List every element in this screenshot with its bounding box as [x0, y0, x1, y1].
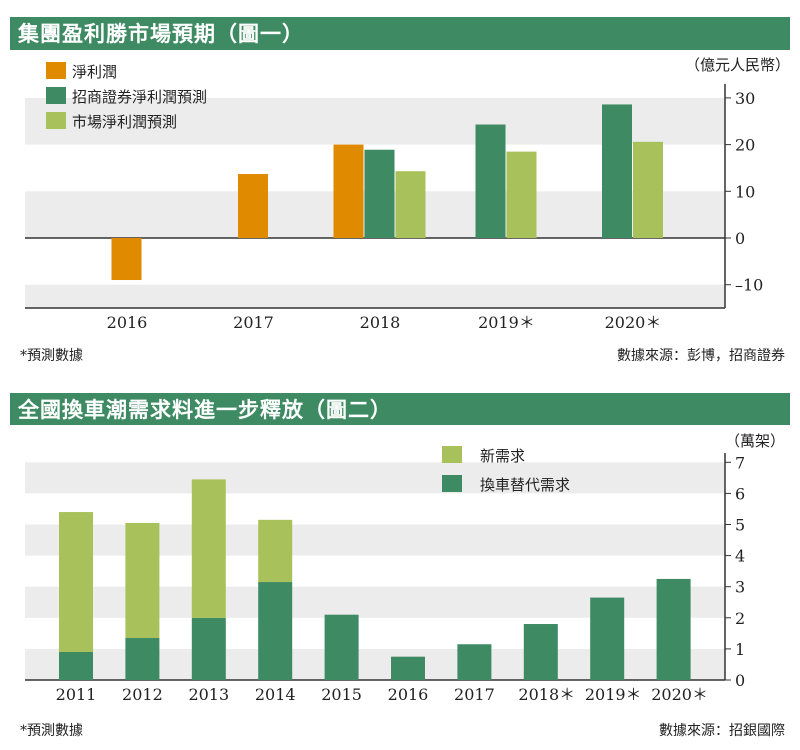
unit-label: （萬架） [725, 432, 785, 450]
x-tick-label: 2019＊ [585, 685, 642, 704]
x-tick-label: 2011 [56, 685, 97, 704]
source-note: 數據來源：彭博，招商證券 [617, 347, 785, 364]
bar-2014-s0 [258, 582, 293, 680]
bar-2012-s0 [125, 638, 160, 680]
bar-2012-s1 [125, 522, 160, 639]
bar-2019-s2 [506, 151, 537, 238]
chart1-title: 集團盈利勝市場預期（圖一） [10, 17, 790, 50]
bar-2018-s0 [523, 624, 558, 680]
bar-2011-s1 [59, 512, 93, 653]
bar-2020-s0 [656, 578, 691, 680]
y-tick-label: 2 [735, 609, 745, 628]
legend-label: 換車替代需求 [480, 476, 570, 494]
bar-2011-s0 [59, 652, 93, 680]
bar-2019-s0 [590, 597, 625, 680]
unit-label: （億元人民幣） [685, 56, 790, 74]
bar-2017-s0 [238, 174, 268, 238]
y-tick-label: 5 [735, 516, 745, 535]
legend-swatch [46, 87, 66, 104]
bar-2018-s2 [395, 171, 426, 238]
legend-swatch [442, 475, 462, 492]
chart2-title: 全國換車潮需求料進一步釋放（圖二） [10, 393, 790, 425]
y-tick-label: 4 [735, 547, 745, 566]
chart1-profit-forecast: 30 20 10 0 –10 （億元人民幣） 2016 2017 2018 2019＊ 2020＊ 淨… [20, 56, 790, 364]
footnote: *預測數據 [20, 723, 83, 739]
chart2-replacement-demand: 7 6 5 4 3 2 1 0 （萬架） 2011 2012 2013 2014 2015 2016 2017… [20, 432, 785, 739]
x-tick-label: 2018 [360, 313, 401, 332]
bar-2018-s1 [364, 149, 395, 238]
y-tick-label: 3 [735, 578, 745, 597]
y-tick-label: 30 [735, 89, 755, 108]
x-tick-label: 2014 [255, 685, 296, 704]
bar-2018-s0 [333, 144, 364, 238]
legend-label: 新需求 [480, 447, 525, 465]
y-tick-label: 10 [735, 182, 755, 201]
bar-2013-s1 [191, 479, 226, 618]
y-tick-label: 0 [735, 671, 745, 690]
x-tick-label: 2020＊ [651, 685, 708, 704]
legend-swatch [46, 62, 66, 79]
bar-2017-s0 [457, 644, 492, 680]
bar-2014-s1 [258, 519, 293, 583]
x-tick-label: 2016 [107, 313, 148, 332]
x-tick-label: 2015 [321, 685, 362, 704]
x-tick-label: 2016 [388, 685, 429, 704]
footnote: *預測數據 [20, 348, 83, 364]
x-tick-label: 2019＊ [478, 313, 535, 332]
bar-2019-s1 [475, 124, 506, 238]
x-tick-label: 2018＊ [518, 685, 575, 704]
y-tick-label: 6 [735, 484, 745, 503]
y-tick-label: –10 [735, 276, 763, 295]
source-note: 數據來源：招銀國際 [659, 723, 785, 739]
bar-2013-s0 [191, 617, 226, 680]
x-tick-label: 2017 [454, 685, 495, 704]
bar-2016-s0 [391, 656, 425, 680]
legend-swatch [46, 112, 66, 129]
grid-band [25, 284, 725, 309]
x-tick-label: 2012 [122, 685, 163, 704]
legend-label: 招商證券淨利潤預測 [72, 88, 207, 106]
bar-2016-s0 [111, 238, 142, 281]
y-tick-label: 1 [735, 640, 745, 659]
y-tick-label: 7 [735, 453, 745, 472]
y-tick-label: 0 [735, 229, 745, 248]
x-tick-label: 2013 [188, 685, 229, 704]
x-tick-label: 2020＊ [605, 313, 662, 332]
legend-label: 淨利潤 [72, 63, 117, 81]
bar-2020-s2 [633, 141, 663, 238]
bar-2020-s1 [602, 104, 632, 238]
grid-band [25, 462, 725, 494]
legend-label: 市場淨利潤預測 [72, 113, 177, 131]
x-tick-label: 2017 [233, 313, 274, 332]
y-tick-label: 20 [735, 136, 755, 155]
bar-2015-s0 [324, 614, 359, 680]
legend-swatch [442, 446, 462, 463]
